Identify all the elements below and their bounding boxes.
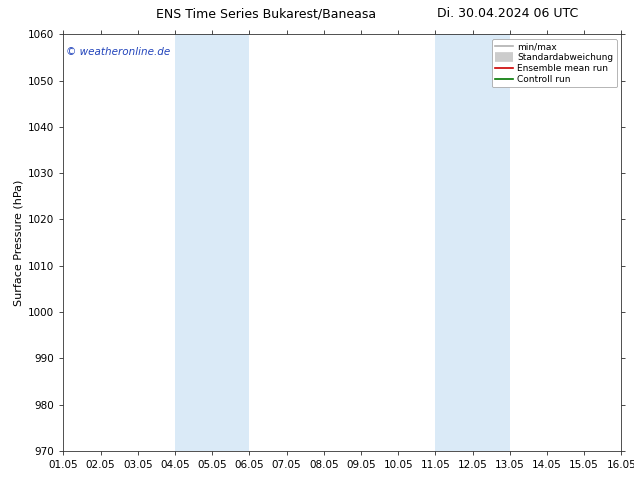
Y-axis label: Surface Pressure (hPa): Surface Pressure (hPa) [14,179,24,306]
Legend: min/max, Standardabweichung, Ensemble mean run, Controll run: min/max, Standardabweichung, Ensemble me… [492,39,617,87]
Text: © weatheronline.de: © weatheronline.de [66,47,171,57]
Text: ENS Time Series Bukarest/Baneasa: ENS Time Series Bukarest/Baneasa [156,7,377,21]
Bar [436,34,510,451]
Text: Di. 30.04.2024 06 UTC: Di. 30.04.2024 06 UTC [437,7,578,21]
Bar [175,34,249,451]
